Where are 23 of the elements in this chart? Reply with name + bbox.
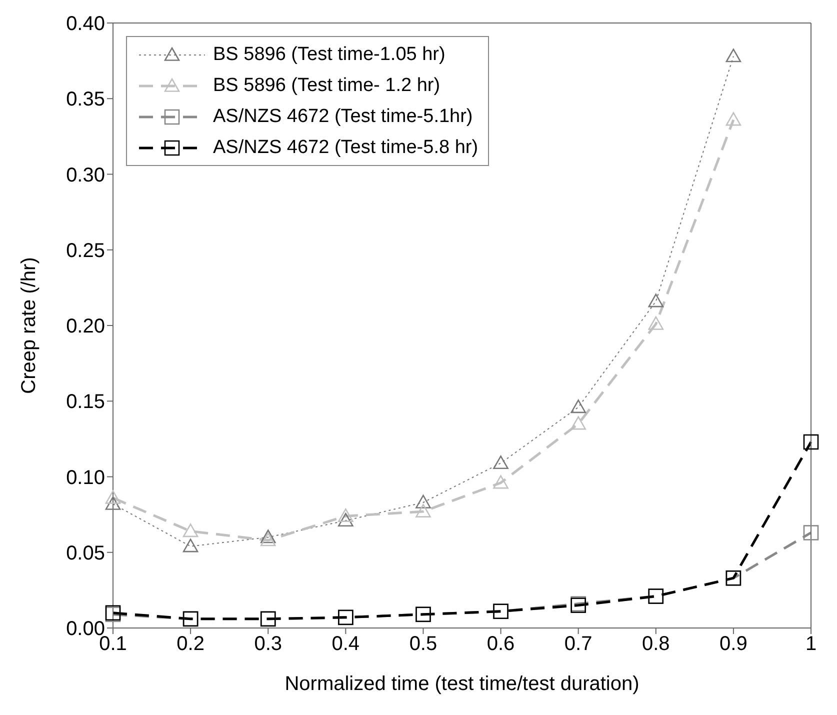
x-axis-title: Normalized time (test time/test duration)	[284, 673, 640, 695]
x-tick-label: 0.4	[332, 633, 360, 656]
y-tick-label: 0.10	[66, 466, 105, 489]
legend-label: AS/NZS 4672 (Test time-5.8 hr)	[213, 136, 478, 158]
x-tick-label: 0.5	[409, 633, 438, 656]
y-tick-label: 0.30	[66, 164, 105, 186]
legend-label: BS 5896 (Test time-1.05 hr)	[213, 44, 446, 66]
x-tick-label: 0.2	[176, 633, 204, 656]
y-tick-label: 0.15	[66, 391, 105, 414]
legend-label: BS 5896 (Test time- 1.2 hr)	[213, 74, 440, 96]
y-tick-label: 0.20	[66, 316, 105, 338]
x-tick-label: 1	[805, 633, 817, 656]
y-tick-label: 0.25	[66, 240, 105, 262]
y-tick-label: 0.35	[66, 88, 105, 111]
x-tick-label: 0.9	[720, 633, 748, 656]
x-tick-label: 0.3	[254, 633, 282, 656]
x-tick-label: 0.8	[642, 633, 670, 656]
legend-label: AS/NZS 4672 (Test time-5.1hr)	[213, 106, 473, 128]
x-tick-label: 0.7	[564, 633, 592, 656]
y-axis-title: Creep rate (/hr)	[18, 257, 40, 394]
x-tick-label: 0.6	[486, 633, 515, 656]
y-tick-label: 0.40	[66, 13, 105, 36]
y-tick-label: 0.05	[66, 542, 105, 564]
